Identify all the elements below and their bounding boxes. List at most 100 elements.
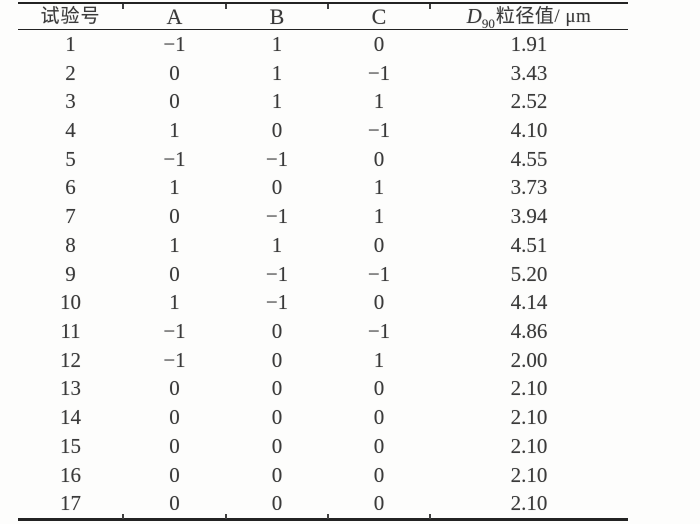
cell-d90: 4.86 (510, 319, 548, 344)
cell-c: 1 (373, 204, 385, 229)
cell-b: 0 (271, 405, 283, 430)
cell-d90: 2.10 (510, 433, 548, 458)
cell-a: 0 (169, 204, 180, 229)
cell-b: 0 (271, 462, 283, 487)
cell-d90: 2.10 (510, 491, 548, 516)
cell-a: 0 (169, 433, 180, 458)
cell-run: 15 (60, 433, 81, 458)
d90-symbol: D (466, 4, 482, 28)
cell-d90: 2.10 (510, 462, 548, 487)
cell-b: −1 (265, 146, 289, 171)
cell-a: 1 (169, 118, 180, 143)
cell-a: −1 (163, 31, 186, 56)
cell-a: 0 (169, 376, 180, 401)
cell-c: 1 (373, 175, 385, 200)
cell-run: 9 (65, 261, 76, 286)
column-rule-tick (429, 3, 431, 9)
cell-b: 1 (271, 60, 283, 85)
cell-c: 0 (373, 462, 385, 487)
d90-subscript: 90 (481, 16, 495, 31)
cell-d90: 4.10 (510, 118, 548, 143)
cell-c: −1 (367, 261, 391, 286)
cell-run: 6 (65, 175, 76, 200)
cell-d90: 4.55 (510, 146, 548, 171)
cell-run: 13 (60, 376, 81, 401)
cell-b: −1 (265, 204, 289, 229)
cell-run: 17 (60, 491, 81, 516)
column-rule-tick (225, 513, 227, 519)
column-rule-tick (122, 513, 124, 519)
cell-b: 1 (271, 232, 283, 257)
header-d90-particle-size: D 90 粒径值/ μm (430, 4, 628, 30)
cell-b: 0 (271, 347, 283, 372)
cell-run: 3 (65, 89, 76, 114)
header-factor-b: B (226, 4, 328, 30)
cell-c: 1 (373, 89, 385, 114)
cell-d90: 4.51 (510, 232, 548, 257)
cell-a: 1 (169, 290, 180, 315)
cell-d90: 2.00 (510, 347, 548, 372)
cell-d90: 5.20 (510, 261, 548, 286)
cell-a: 0 (169, 89, 180, 114)
cell-run: 8 (65, 232, 76, 257)
cell-a: 1 (169, 175, 180, 200)
header-factor-c: C (328, 4, 430, 30)
cell-b: 1 (271, 89, 283, 114)
cell-a: −1 (163, 319, 186, 344)
header-factor-a: A (123, 4, 226, 30)
cell-a: 0 (169, 60, 180, 85)
cell-a: −1 (163, 146, 186, 171)
cell-b: 0 (271, 118, 283, 143)
cell-c: 0 (373, 290, 385, 315)
cell-run: 10 (60, 290, 81, 315)
table-grid: 试验号 A B C D 90 粒径值/ μm 1 −1 1 0 1.91 2 0 1 −1 3.43 3… (18, 4, 628, 518)
cell-c: −1 (367, 319, 391, 344)
cell-b: 1 (271, 31, 283, 56)
cell-c: 0 (373, 376, 385, 401)
cell-a: 0 (169, 261, 180, 286)
column-rule-tick (327, 513, 329, 519)
cell-b: 0 (271, 319, 283, 344)
cell-c: 1 (373, 347, 385, 372)
cell-run: 11 (60, 319, 81, 344)
cell-c: 0 (373, 232, 385, 257)
cell-c: 0 (373, 433, 385, 458)
cell-c: −1 (367, 60, 391, 85)
cell-run: 12 (60, 347, 81, 372)
cell-b: −1 (265, 261, 289, 286)
d90-unit-label: 粒径值/ μm (495, 6, 592, 27)
cell-b: 0 (271, 175, 283, 200)
cell-c: 0 (373, 405, 385, 430)
experiment-design-table: 试验号 A B C D 90 粒径值/ μm 1 −1 1 0 1.91 2 0 1 −1 3.43 3… (18, 2, 628, 522)
column-rule-tick (429, 513, 431, 519)
column-rule-tick (122, 3, 124, 9)
cell-run: 5 (65, 146, 76, 171)
cell-d90: 3.94 (510, 204, 548, 229)
cell-b: 0 (271, 433, 283, 458)
cell-d90: 1.91 (510, 31, 548, 56)
cell-a: 1 (169, 232, 180, 257)
cell-run: 4 (65, 118, 76, 143)
header-experiment-number: 试验号 (18, 4, 123, 30)
cell-d90: 2.10 (510, 376, 548, 401)
cell-b: −1 (265, 290, 289, 315)
cell-run: 1 (65, 31, 76, 56)
cell-run: 16 (60, 462, 81, 487)
cell-d90: 3.43 (510, 60, 548, 85)
column-rule-tick (327, 3, 329, 9)
cell-run: 2 (65, 60, 76, 85)
cell-run: 7 (65, 204, 76, 229)
cell-run: 14 (60, 405, 81, 430)
column-rule-tick (225, 3, 227, 9)
cell-d90: 3.73 (510, 175, 548, 200)
cell-a: 0 (169, 491, 180, 516)
cell-b: 0 (271, 491, 283, 516)
cell-a: −1 (163, 347, 186, 372)
cell-d90: 2.10 (510, 405, 548, 430)
cell-d90: 4.14 (510, 290, 548, 315)
cell-d90: 2.52 (510, 89, 548, 114)
cell-c: −1 (367, 118, 391, 143)
cell-b: 0 (271, 376, 283, 401)
cell-a: 0 (169, 462, 180, 487)
